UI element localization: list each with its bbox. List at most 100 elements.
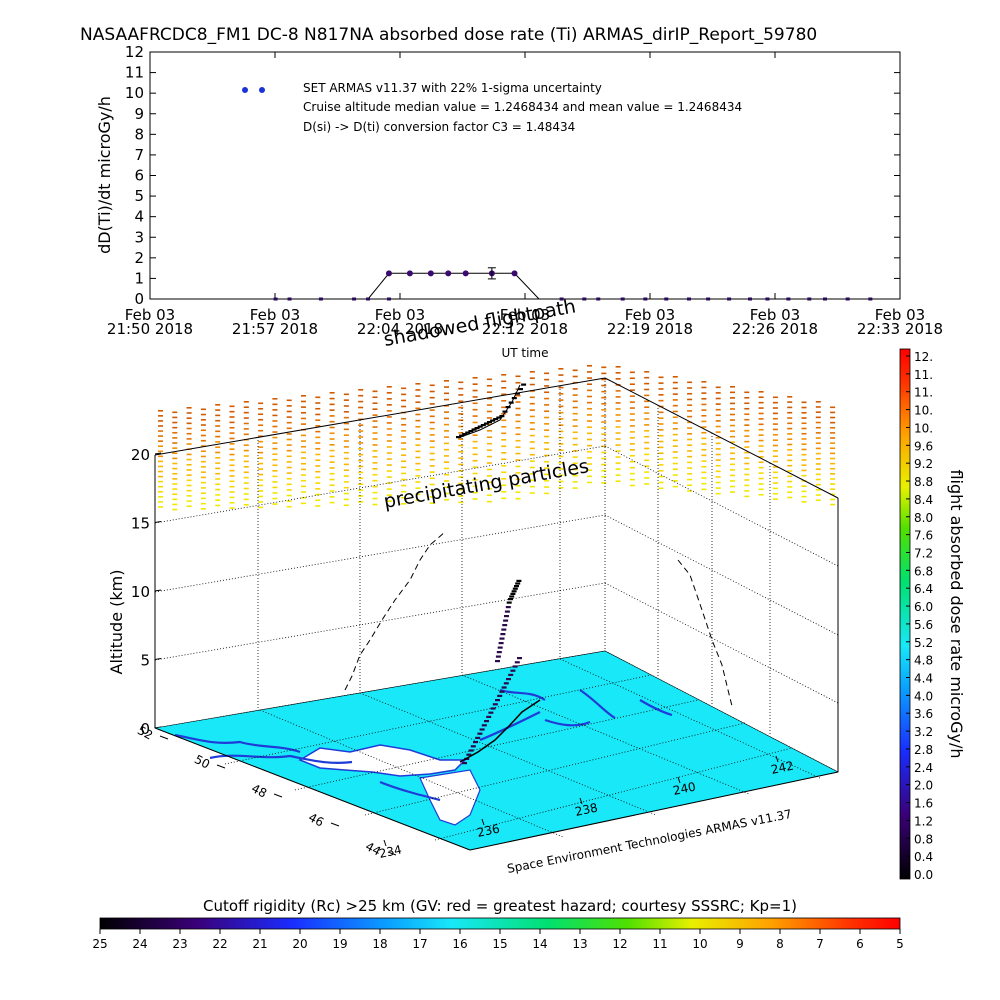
- precip-marker: [501, 426, 507, 428]
- dose-rate-colorbar: 12. 11. 11. 10. 10. 9.6 9.2 8.8 8.4 8.0 7.6 7.2 6.8 6…: [899, 348, 966, 882]
- precip-marker: [615, 450, 621, 452]
- precip-marker: [744, 440, 750, 443]
- cruise-track-marker: [514, 392, 520, 395]
- precip-marker: [415, 395, 421, 397]
- precip-marker: [744, 473, 750, 476]
- lon-tick: [775, 755, 779, 763]
- x-tick-label-date: Feb 03: [625, 306, 675, 324]
- colorbar-bottom-label: Cutoff rigidity (Rc) >25 km (GV: red = g…: [203, 897, 797, 915]
- precip-marker: [301, 462, 306, 465]
- precip-marker: [329, 467, 335, 469]
- precip-marker: [200, 508, 206, 510]
- precip-marker: [372, 402, 378, 405]
- precip-marker: [258, 479, 264, 481]
- precip-marker: [186, 422, 192, 425]
- colorbar-bottom-tick-label: 5: [896, 937, 904, 951]
- track-marker: [477, 732, 483, 735]
- precip-marker: [172, 462, 178, 465]
- data-point: [582, 297, 587, 301]
- precip-marker: [544, 372, 550, 375]
- precip-marker: [672, 381, 678, 384]
- precip-marker: [701, 420, 707, 423]
- precip-marker: [415, 462, 421, 465]
- precip-marker: [830, 432, 836, 434]
- precip-marker: [830, 416, 836, 419]
- latitude-ticks: 52 50 48 46 44: [135, 723, 397, 859]
- precip-marker: [200, 418, 206, 421]
- precip-marker: [401, 454, 407, 456]
- precip-marker: [343, 498, 349, 501]
- precip-marker: [372, 473, 378, 476]
- precip-marker: [458, 469, 464, 472]
- precip-marker: [229, 453, 235, 456]
- precip-marker: [558, 368, 564, 370]
- precip-marker: [301, 457, 306, 459]
- precip-marker: [315, 419, 321, 421]
- precip-marker: [815, 483, 821, 486]
- colorbar-right-tick-label: 12.: [914, 350, 933, 364]
- precip-marker: [601, 366, 607, 369]
- precip-marker: [486, 397, 492, 400]
- precip-marker: [186, 427, 192, 430]
- precip-marker: [615, 366, 621, 368]
- colorbar-right-tick-label: 5.6: [914, 618, 933, 632]
- precip-marker: [601, 482, 607, 484]
- precip-marker: [701, 488, 707, 491]
- precip-marker: [415, 425, 421, 428]
- colorbar-bottom-tick-label: 18: [372, 937, 387, 951]
- precip-marker: [587, 475, 592, 478]
- precip-marker: [644, 412, 650, 414]
- precip-marker: [386, 476, 392, 478]
- precip-marker: [215, 430, 221, 433]
- track-marker: [490, 707, 496, 710]
- colorbar-bottom-fill: [99, 917, 901, 930]
- x-axis-label: UT time: [501, 346, 548, 360]
- colorbar-right-tick-label: 11.: [914, 368, 933, 382]
- precip-marker: [715, 420, 721, 422]
- colorbar-right-tick-label: 8.4: [914, 493, 933, 507]
- precip-marker: [515, 484, 521, 487]
- precip-marker: [215, 467, 221, 470]
- precip-marker: [415, 432, 421, 434]
- data-point: [664, 297, 669, 301]
- precip-marker: [672, 393, 678, 395]
- precip-marker: [272, 497, 278, 500]
- precip-marker: [272, 398, 278, 400]
- precip-marker: [572, 487, 578, 489]
- precip-marker: [301, 479, 306, 482]
- precip-marker: [215, 404, 221, 406]
- z-tick-label: 5: [140, 652, 150, 670]
- back-right-edge: [604, 377, 839, 499]
- precip-marker: [615, 468, 621, 470]
- precip-marker: [458, 419, 464, 422]
- data-point: [620, 297, 625, 301]
- precip-marker: [401, 448, 407, 450]
- track-marker: [473, 741, 478, 744]
- precip-marker: [386, 470, 392, 472]
- shadow-projection-right: [677, 559, 733, 707]
- precip-marker: [415, 481, 421, 483]
- colorbar-right-tick-label: 1.2: [914, 814, 933, 828]
- precip-marker: [301, 485, 306, 488]
- precip-marker: [429, 434, 435, 436]
- precip-marker: [372, 450, 378, 452]
- precip-marker: [158, 490, 163, 493]
- precip-marker: [415, 450, 421, 453]
- precip-marker: [672, 468, 678, 471]
- precip-marker: [272, 503, 278, 505]
- precip-marker: [243, 422, 249, 425]
- precip-marker: [444, 380, 449, 382]
- cruise-track-marker: [483, 422, 489, 425]
- precip-marker: [243, 482, 249, 484]
- precip-marker: [429, 458, 435, 461]
- precip-marker: [301, 491, 306, 493]
- lat-tick-label: 44: [363, 839, 383, 859]
- precip-marker: [658, 399, 664, 402]
- precip-marker: [644, 371, 650, 373]
- precip-marker: [372, 414, 378, 416]
- precip-marker: [730, 480, 735, 482]
- precip-marker: [158, 496, 163, 498]
- track-marker: [506, 678, 511, 681]
- precip-marker: [515, 491, 521, 494]
- precip-marker: [486, 384, 492, 387]
